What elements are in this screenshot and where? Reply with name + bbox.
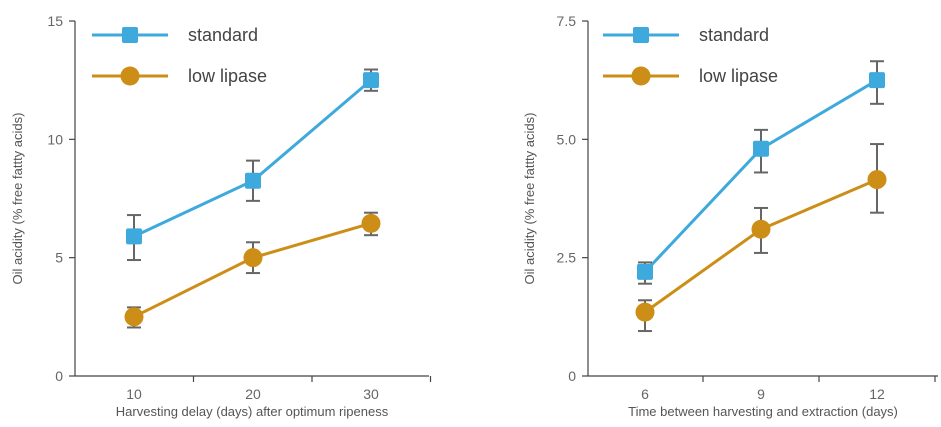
series-low-lipase [635, 143, 887, 333]
data-point [245, 172, 261, 189]
series-low-lipase [124, 211, 381, 329]
data-point [361, 213, 381, 233]
data-point [635, 302, 655, 322]
y-tick-label: 5.0 [557, 131, 577, 147]
x-axis-title: Time between harvesting and extraction (… [628, 404, 898, 419]
legend-label: low lipase [188, 66, 267, 86]
series-standard [126, 68, 379, 262]
legend-item: low lipase [92, 66, 267, 86]
legend-marker [120, 66, 140, 86]
y-tick-label: 0 [568, 368, 576, 384]
x-tick-label: 30 [363, 386, 379, 402]
y-tick-label: 0 [55, 368, 63, 384]
y-axis-title: Oil acidity (% free fattty acids) [522, 113, 537, 285]
legend-label: low lipase [699, 66, 778, 86]
legend-item: low lipase [603, 66, 778, 86]
x-tick-label: 9 [757, 386, 765, 402]
legend: standard low lipase [92, 25, 267, 86]
legend-marker [631, 66, 651, 86]
data-point [751, 219, 771, 239]
legend-item: standard [603, 25, 769, 45]
x-tick-label: 20 [245, 386, 261, 402]
legend-marker [122, 27, 138, 43]
legend: standard low lipase [603, 25, 778, 86]
data-point [753, 140, 769, 157]
data-point [126, 228, 142, 245]
x-tick-label: 10 [126, 386, 142, 402]
y-tick-label: 10 [47, 131, 63, 147]
x-tick-label: 6 [641, 386, 649, 402]
x-axis-title: Harvesting delay (days) after optimum ri… [116, 404, 389, 419]
legend-label: standard [188, 25, 258, 45]
data-point [124, 307, 144, 327]
legend-item: standard [92, 25, 258, 45]
data-point [363, 72, 379, 89]
x-tick-label: 12 [869, 386, 885, 402]
y-tick-label: 7.5 [557, 13, 577, 29]
data-point [243, 248, 263, 268]
legend-label: standard [699, 25, 769, 45]
data-point [869, 72, 885, 89]
series-line [133, 79, 372, 238]
chart-panel-harvest-delay: 0 5 10 15 10 20 30 Harvesting delay (days) afte… [10, 13, 432, 419]
y-tick-label: 2.5 [557, 250, 577, 266]
y-tick-label: 15 [47, 13, 63, 29]
legend-marker [633, 27, 649, 43]
y-axis-title: Oil acidity (% free fattty acids) [10, 113, 25, 285]
chart-panel-extraction-time: 0 2.5 5.0 7.5 6 9 12 Time between harvesting an… [522, 13, 938, 419]
y-tick-label: 5 [55, 250, 63, 266]
series-standard [637, 60, 885, 285]
data-point [867, 170, 887, 190]
data-point [637, 263, 653, 280]
